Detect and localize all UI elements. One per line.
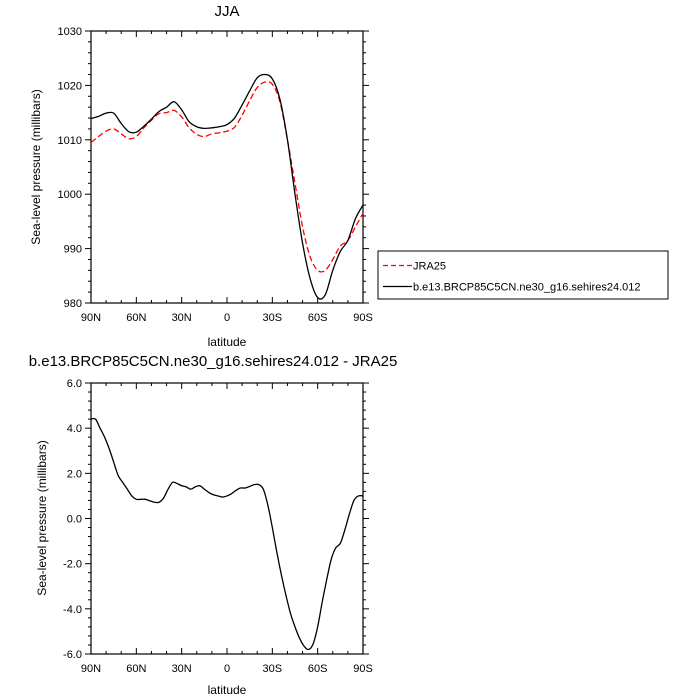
legend-label-jra25: JRA25 <box>413 261 446 273</box>
top-x-tick-label: 90S <box>353 312 373 324</box>
bottom-x-tick-label: 0 <box>224 663 230 675</box>
bottom-x-tick-label: 60N <box>126 663 146 675</box>
top-x-tick-label: 60S <box>308 312 328 324</box>
top-series-line-b-e13-brcp85c5cn-ne30-g16-sehires24-012 <box>90 73 364 300</box>
top-x-tick-label: 30N <box>172 312 192 324</box>
bottom-y-axis-label: Sea-level pressure (millibars) <box>35 440 49 595</box>
top-y-tick-label: 1020 <box>58 80 82 92</box>
top-chart-title: JJA <box>214 3 239 20</box>
bottom-panel: b.e13.BRCP85C5CN.ne30_g16.sehires24.012 … <box>29 353 398 697</box>
bottom-y-tick-label: -4.0 <box>63 604 82 616</box>
bottom-x-tick-label: 90N <box>81 663 101 675</box>
top-legend: JRA25 b.e13.BRCP85C5CN.ne30_g16.sehires2… <box>377 250 669 300</box>
top-x-tick-label: 60N <box>126 312 146 324</box>
top-y-axis-label: Sea-level pressure (millibars) <box>29 89 43 244</box>
legend-box <box>377 250 669 300</box>
top-y-tick-label: 1010 <box>58 135 82 147</box>
top-x-tick-label: 30S <box>263 312 283 324</box>
bottom-plot-area: 90N 60N 30N 0 30S 60S 90S -6.0 -4.0 -2.0 0.0 2.0 4.0… <box>63 378 373 675</box>
bottom-y-tick-label: 2.0 <box>67 468 82 480</box>
top-y-tick-label: 1030 <box>58 26 82 38</box>
top-y-tick-label: 980 <box>64 298 82 310</box>
top-plot-frame <box>90 30 364 304</box>
bottom-x-axis-label: latitude <box>208 683 247 697</box>
top-x-tick-label: 0 <box>224 312 230 324</box>
bottom-y-tick-label: 6.0 <box>67 378 82 390</box>
legend-label-model: b.e13.BRCP85C5CN.ne30_g16.sehires24.012 <box>413 282 641 294</box>
top-panel: JJA 90N 60N 30N 0 30S 60S 90S 980 990 1000 1010 102… <box>29 3 669 349</box>
bottom-x-tick-label: 30S <box>263 663 283 675</box>
bottom-x-tick-label: 60S <box>308 663 328 675</box>
top-x-axis-label: latitude <box>208 335 247 349</box>
bottom-plot-frame <box>90 382 364 655</box>
bottom-series-line-difference <box>90 417 364 651</box>
top-plot-area: 90N 60N 30N 0 30S 60S 90S 980 990 1000 1010 1020 103… <box>58 26 373 324</box>
bottom-x-tick-label: 90S <box>353 663 373 675</box>
bottom-y-tick-label: 4.0 <box>67 423 82 435</box>
top-x-tick-label: 90N <box>81 312 101 324</box>
top-y-tick-label: 1000 <box>58 189 82 201</box>
bottom-y-tick-label: 0.0 <box>67 514 82 526</box>
bottom-y-tick-label: -6.0 <box>63 649 82 661</box>
top-y-tick-label: 990 <box>64 244 82 256</box>
bottom-y-tick-label: -2.0 <box>63 559 82 571</box>
bottom-chart-title: b.e13.BRCP85C5CN.ne30_g16.sehires24.012 … <box>29 353 398 370</box>
top-series-line-jra25 <box>90 81 364 273</box>
bottom-x-tick-label: 30N <box>172 663 192 675</box>
